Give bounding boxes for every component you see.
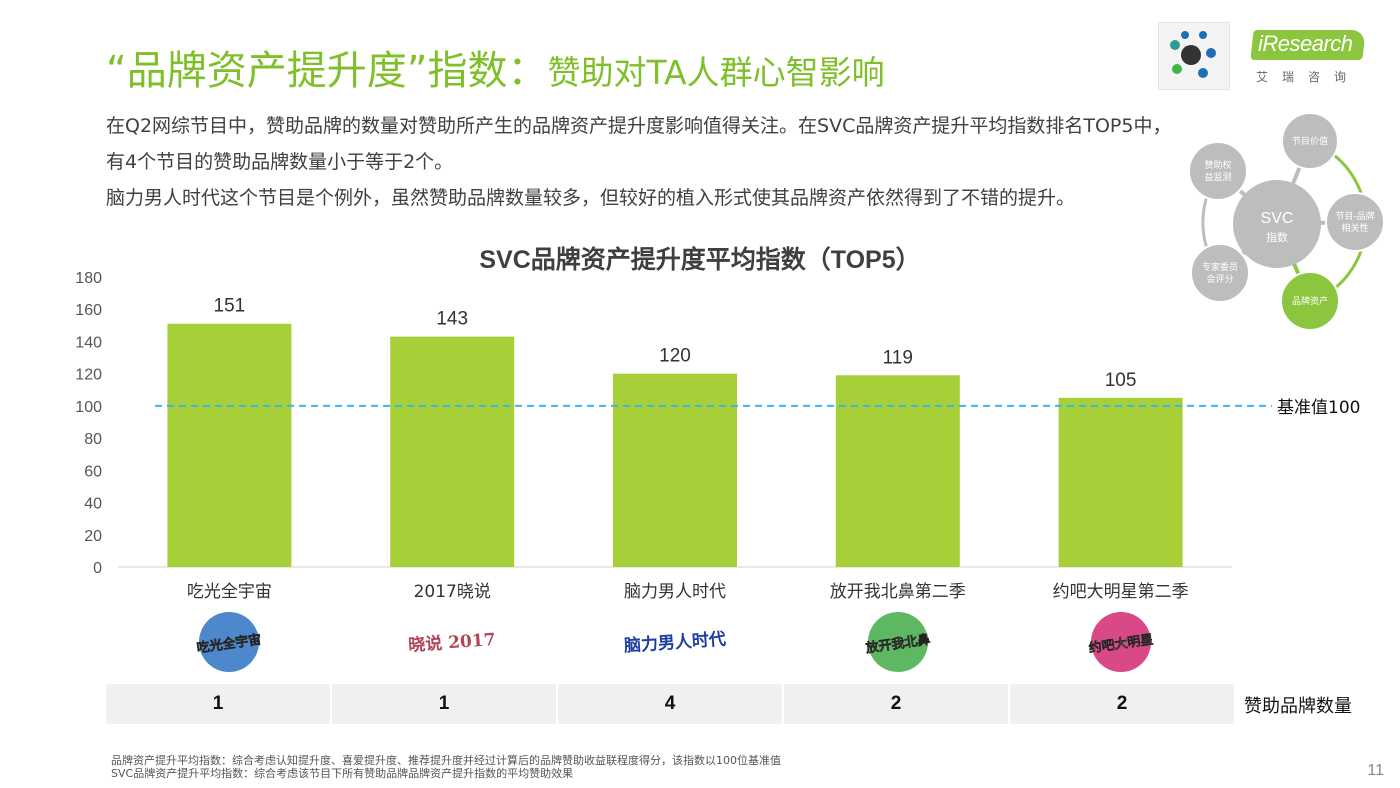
y-tick-label: 80	[84, 431, 102, 448]
svc-factor-label: 相关性	[1341, 222, 1368, 234]
svc-factor-label: 节目价值	[1292, 135, 1328, 147]
show-logo-image: 脑力男人时代	[615, 604, 735, 676]
description-paragraph-1: 在Q2网综节目中，赞助品牌的数量对赞助所产生的品牌资产提升度影响值得关注。在SV…	[106, 115, 1172, 173]
bar-value-label: 105	[1105, 370, 1137, 391]
x-category-label: 脑力男人时代	[624, 582, 726, 602]
show-logo-image: 吃光全宇宙	[169, 604, 289, 676]
y-tick-label: 100	[75, 399, 102, 416]
svc-factor-node	[1281, 112, 1339, 170]
bar-value-label: 143	[436, 309, 468, 330]
baseline-label: 基准值100	[1277, 398, 1360, 418]
y-tick-label: 0	[93, 560, 102, 577]
bar	[390, 336, 515, 567]
svc-center-label: 指数	[1266, 230, 1288, 244]
chart-title: SVC品牌资产提升度平均指数（TOP5）	[479, 246, 921, 274]
bar	[1058, 397, 1183, 567]
page-number: 11	[1367, 762, 1384, 779]
x-category-label: 吃光全宇宙	[187, 582, 272, 602]
show-logo-text: 晓说 2017	[408, 629, 496, 656]
bar	[835, 375, 960, 567]
y-tick-label: 60	[84, 463, 102, 480]
footnotes: 品牌资产提升平均指数：综合考虑认知提升度、喜爱提升度、推荐提升度并经过计算后的品…	[111, 754, 781, 780]
sponsor-count-label: 赞助品牌数量	[1244, 696, 1352, 717]
x-category-label: 2017晓说	[414, 582, 491, 602]
description-paragraph-2: 脑力男人时代这个节目是个例外，虽然赞助品牌数量较多，但较好的植入形式使其品牌资产…	[106, 187, 1076, 209]
x-category-label: 约吧大明星第二季	[1053, 582, 1189, 602]
footnote-2: SVC品牌资产提升平均指数：综合考虑该节目下所有赞助品牌品牌资产提升指数的平均赞…	[111, 767, 574, 780]
sponsor-count-cell: 4	[558, 684, 782, 724]
footnote-1: 品牌资产提升平均指数：综合考虑认知提升度、喜爱提升度、推荐提升度并经过计算后的品…	[111, 754, 781, 767]
show-logo-image: 晓说 2017	[392, 604, 512, 676]
svc-factor-label: 节目-品牌	[1335, 210, 1374, 222]
y-tick-label: 180	[75, 270, 102, 287]
page-title-sub: 赞助对TA人群心智影响	[547, 53, 885, 92]
svc-factor-label: 专家委员	[1202, 261, 1238, 273]
show-logo-image: 约吧大明星	[1061, 604, 1181, 676]
bar-value-label: 120	[659, 346, 691, 367]
svc-center-node	[1233, 180, 1321, 268]
sponsor-count-cell: 1	[106, 684, 330, 724]
svc-factor-node	[1188, 141, 1248, 201]
svc-factor-label: 益监测	[1204, 171, 1231, 183]
sponsor-count-row: 1 1 4 2 2	[106, 684, 1234, 724]
svc-factor-label: 品牌资产	[1292, 295, 1328, 307]
show-logo-text: 脑力男人时代	[623, 628, 726, 656]
bar-value-label: 151	[214, 296, 246, 317]
sponsor-count-cell: 2	[784, 684, 1008, 724]
svc-factor-label: 会评分	[1206, 273, 1233, 285]
svc-factor-node	[1190, 243, 1250, 303]
sponsor-count-cell: 2	[1010, 684, 1234, 724]
y-tick-label: 140	[75, 334, 102, 351]
iresearch-logo: iResearch 艾瑞咨询	[1250, 26, 1370, 86]
bar-value-label: 119	[883, 347, 913, 368]
bar	[613, 373, 737, 567]
svc-factor-node	[1280, 271, 1340, 331]
y-tick-label: 20	[84, 528, 102, 545]
bar	[167, 323, 292, 567]
page-title-main: “品牌资产提升度”指数：	[106, 48, 548, 94]
svc-logo-thumbnail	[1158, 22, 1230, 90]
x-category-label: 放开我北鼻第二季	[830, 582, 966, 602]
sponsor-count-cell: 1	[332, 684, 556, 724]
y-tick-label: 160	[75, 302, 102, 319]
description: 在Q2网综节目中，赞助品牌的数量对赞助所产生的品牌资产提升度影响值得关注。在SV…	[106, 108, 1176, 216]
y-tick-label: 120	[75, 367, 102, 384]
svc-factor-label: 赞助权	[1204, 159, 1231, 171]
svc-center-label: SVC	[1261, 210, 1294, 227]
svc-factor-node	[1325, 192, 1385, 252]
iresearch-cn-name: 艾瑞咨询	[1256, 70, 1361, 84]
show-logo-image: 放开我北鼻	[838, 604, 958, 676]
page-title: “品牌资产提升度”指数：赞助对TA人群心智影响	[106, 38, 885, 96]
iresearch-wordmark: iResearch	[1258, 31, 1353, 56]
y-tick-label: 40	[84, 496, 102, 513]
bar-chart: 0 20 40 60 80 100 120 140 160 180 151 吃光全宇宙 143 2017晓…	[75, 270, 1360, 602]
